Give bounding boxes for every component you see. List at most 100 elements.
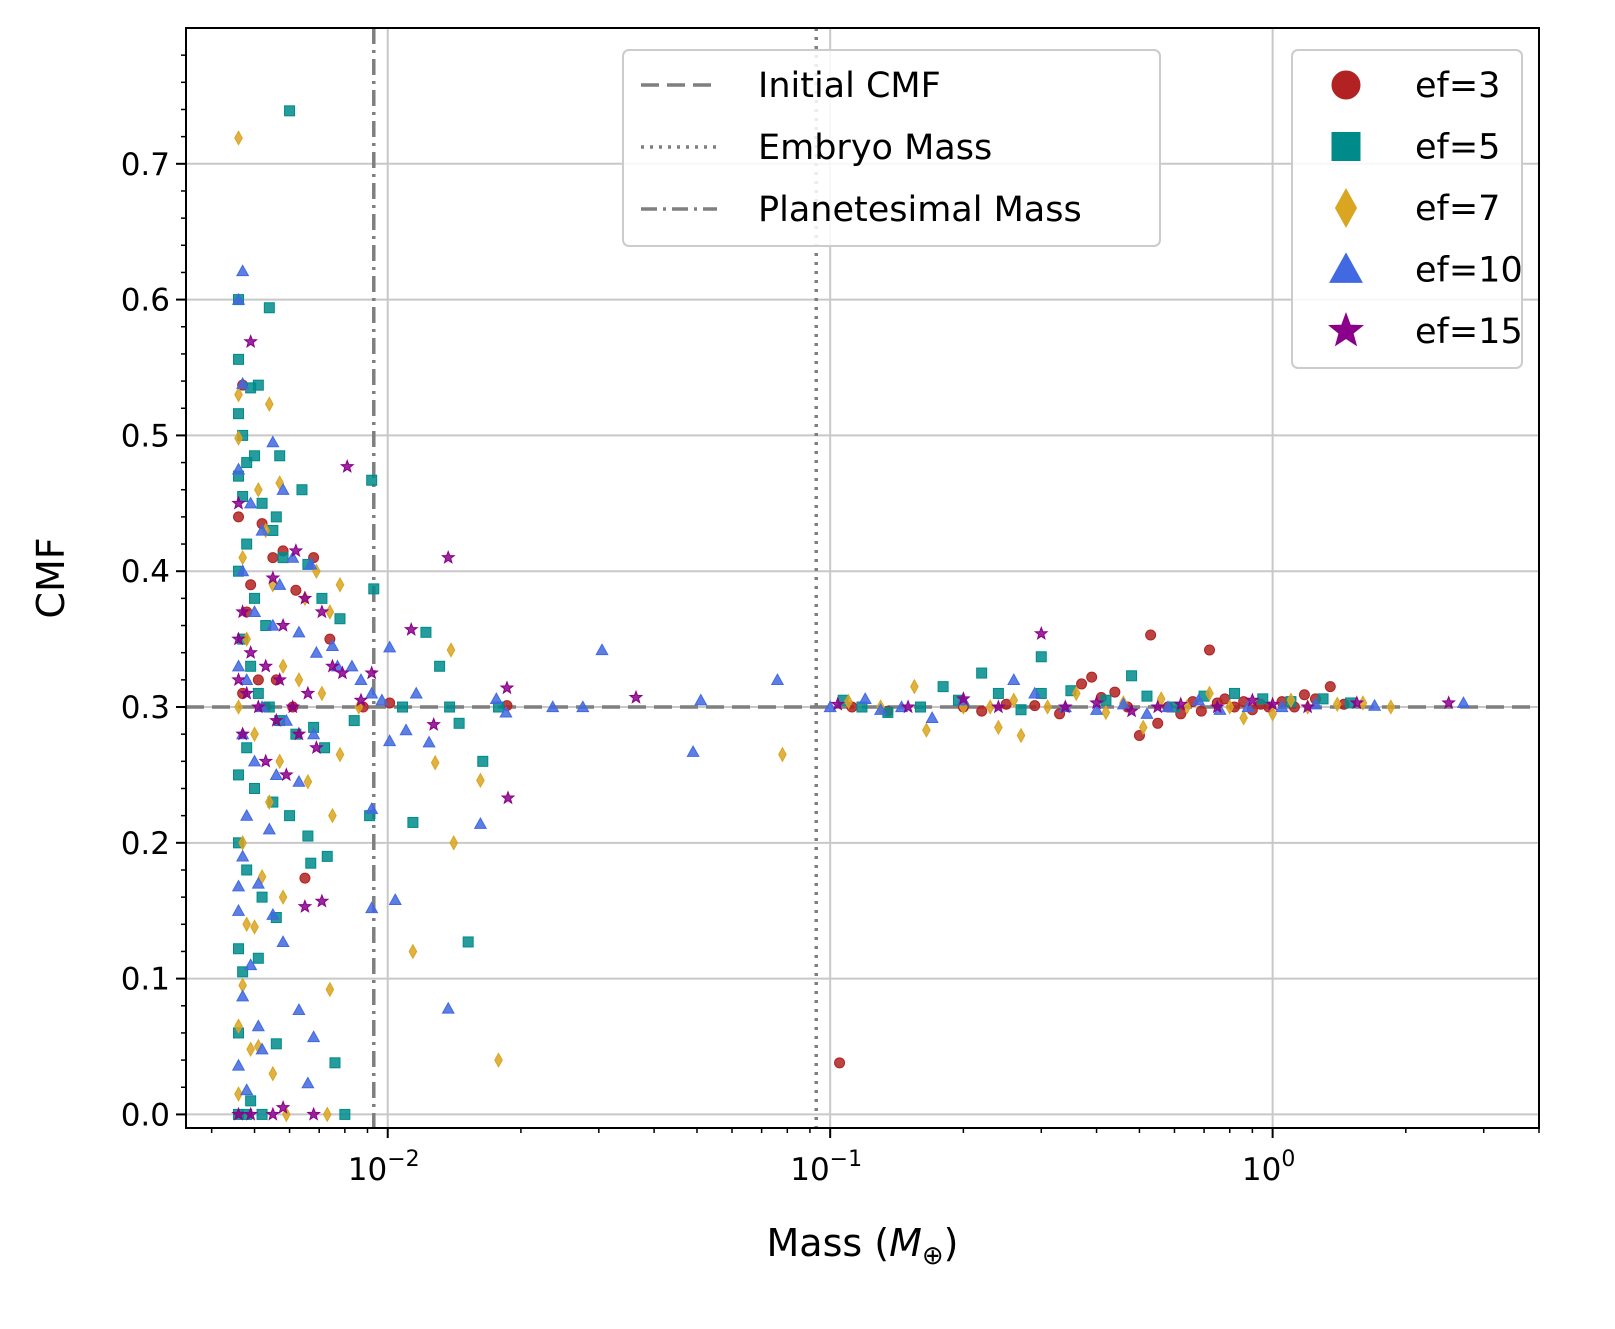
data-point (873, 702, 888, 715)
data-point (238, 835, 247, 851)
data-point (335, 665, 350, 680)
data-point (278, 889, 288, 905)
data-point (305, 857, 317, 869)
data-point (335, 746, 345, 763)
data-point (240, 673, 254, 685)
legend-label: ef=7 (1415, 189, 1500, 229)
data-point (235, 604, 250, 619)
data-point (231, 1058, 246, 1071)
data-point (956, 691, 971, 706)
data-point (409, 686, 423, 699)
legend-label: Planetesimal Mass (758, 190, 1082, 230)
data-point (325, 604, 335, 620)
legend-marker-square (1331, 132, 1361, 161)
data-point (247, 605, 262, 618)
tick-labels: 0.0 0.1 0.2 0.3 0.4 0.5 0.6 0.7 10−2 10−1 100 (121, 147, 1296, 1188)
data-point (335, 577, 345, 593)
data-point (266, 435, 280, 448)
data-point (322, 1106, 332, 1123)
data-point (1076, 678, 1088, 690)
data-point (231, 659, 246, 672)
data-point (288, 543, 304, 558)
data-point (453, 717, 465, 729)
data-point (325, 639, 340, 652)
data-point (233, 353, 245, 365)
data-point (444, 701, 456, 713)
data-point (1298, 689, 1310, 701)
legend-label: ef=5 (1415, 128, 1500, 168)
data-point (1000, 698, 1012, 710)
data-point (234, 386, 243, 403)
data-point (1349, 695, 1365, 710)
y-tick-label: 0.5 (121, 418, 170, 454)
data-point (292, 1003, 306, 1015)
data-point (236, 264, 250, 277)
data-point (249, 592, 261, 604)
data-point (276, 482, 290, 495)
data-point (1205, 685, 1214, 702)
data-point (477, 755, 489, 767)
data-point (300, 685, 316, 700)
series-ef15 (231, 334, 1456, 1121)
legend-box (622, 49, 1161, 247)
data-point (365, 686, 379, 699)
data-point (399, 723, 413, 736)
data-point (430, 754, 440, 771)
data-point (368, 583, 380, 595)
data-point (251, 876, 265, 889)
series-ef7 (234, 130, 1396, 1123)
data-point (446, 642, 456, 658)
data-point (1195, 705, 1207, 717)
data-point (1089, 702, 1104, 715)
data-point (339, 458, 355, 473)
data-point (1239, 710, 1248, 726)
data-point (1124, 703, 1139, 718)
data-point (1043, 699, 1052, 715)
data-point (339, 1108, 351, 1120)
data-point (365, 901, 379, 914)
data-point (234, 430, 243, 446)
data-point (686, 745, 700, 757)
data-point (348, 715, 360, 727)
data-point (408, 943, 418, 960)
legend-label: Initial CMF (758, 66, 941, 106)
x-axis-label: Mass (M⊕) (767, 1221, 959, 1271)
data-point (1225, 699, 1235, 715)
data-point (307, 727, 321, 740)
series-ef10 (231, 264, 1471, 1096)
data-point (1210, 699, 1225, 714)
data-point (296, 484, 308, 496)
data-point (595, 643, 609, 656)
data-point (576, 700, 590, 713)
data-point (240, 1083, 254, 1096)
data-point (922, 722, 931, 738)
series-legend: ef=3 ef=5 ef=7 ef=10 ef=15 (1291, 49, 1523, 369)
data-point (252, 674, 264, 686)
data-point (303, 773, 313, 790)
data-point (231, 631, 246, 646)
data-point (1275, 700, 1289, 713)
data-point (309, 645, 324, 658)
data-point (252, 952, 264, 964)
data-point (354, 673, 368, 685)
data-point (307, 1030, 321, 1043)
data-point (1138, 719, 1148, 736)
data-point (1367, 698, 1382, 711)
data-point (239, 685, 254, 700)
data-point (1324, 681, 1336, 693)
data-point (256, 891, 268, 903)
data-point (375, 693, 389, 706)
data-point (290, 584, 302, 596)
data-point (243, 334, 258, 348)
data-point (275, 753, 285, 770)
data-point (388, 893, 402, 905)
data-point (329, 1057, 341, 1069)
data-point (1033, 625, 1049, 640)
data-point (238, 549, 247, 566)
data-point (233, 511, 245, 523)
data-point (449, 835, 459, 851)
data-point (250, 726, 259, 742)
data-point (245, 579, 257, 591)
y-tick-label: 0.7 (121, 147, 170, 183)
